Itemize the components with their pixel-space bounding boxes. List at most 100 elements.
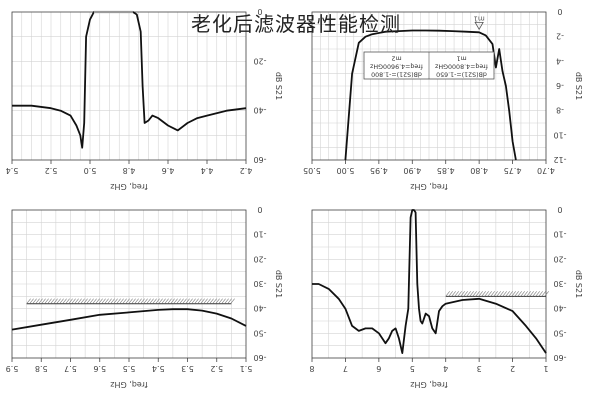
spec-limit-hatch xyxy=(490,291,495,297)
spec-limit-hatch xyxy=(538,291,543,297)
spec-limit-hatch xyxy=(35,298,40,304)
spec-limit-hatch xyxy=(529,291,534,297)
x-tick-label: 6 xyxy=(376,364,381,373)
spec-limit-hatch xyxy=(203,298,208,304)
spec-limit-hatch xyxy=(227,298,232,304)
spec-limit-hatch xyxy=(526,291,531,297)
marker-label: m1 xyxy=(474,14,485,22)
y-tick-label: -10 xyxy=(553,230,566,239)
spec-limit-hatch xyxy=(68,298,73,304)
spec-limit-hatch xyxy=(514,291,519,297)
spec-limit-hatch xyxy=(89,298,94,304)
x-axis-label: freq, GHz xyxy=(410,182,447,191)
y-tick-label: 0 xyxy=(257,7,262,16)
spec-limit-hatch xyxy=(517,291,522,297)
y-tick-label: -40 xyxy=(253,106,266,115)
spec-limit-hatch xyxy=(197,298,202,304)
x-tick-label: 5.8 xyxy=(35,364,48,373)
spec-limit-hatch xyxy=(44,298,49,304)
spec-limit-hatch xyxy=(520,291,525,297)
spec-limit-hatch xyxy=(107,298,112,304)
x-tick-label: 2 xyxy=(510,364,515,373)
spec-limit-hatch xyxy=(463,291,468,297)
y-tick-label: -12 xyxy=(553,155,566,164)
spec-limit-hatch xyxy=(71,298,76,304)
spec-limit-hatch xyxy=(98,298,103,304)
x-tick-label: 5.00 xyxy=(337,166,355,175)
y-tick-label: -4 xyxy=(556,56,564,65)
x-tick-label: 4.75 xyxy=(504,166,522,175)
spec-limit-hatch xyxy=(104,298,109,304)
marker-info-text: freq=4.9600GHz xyxy=(369,63,422,70)
y-tick-label: -60 xyxy=(253,155,266,164)
x-tick-label: 5.7 xyxy=(64,364,77,373)
spec-limit-hatch xyxy=(221,298,226,304)
spec-limit-hatch xyxy=(122,298,127,304)
y-tick-label: -10 xyxy=(553,130,566,139)
spec-limit-hatch xyxy=(164,298,169,304)
spec-limit-hatch xyxy=(59,298,64,304)
x-tick-label: 4.80 xyxy=(470,166,488,175)
spec-limit-hatch xyxy=(62,298,67,304)
spec-limit-hatch xyxy=(502,291,507,297)
x-tick-label: 1 xyxy=(543,364,548,373)
spec-limit-hatch xyxy=(131,298,136,304)
x-tick-label: 4.85 xyxy=(437,166,455,175)
spec-limit-hatch xyxy=(95,298,100,304)
spec-limit-hatch xyxy=(32,298,37,304)
y-tick-label: -20 xyxy=(553,254,566,263)
spec-limit-hatch xyxy=(212,298,217,304)
x-tick-label: 4.4 xyxy=(201,166,214,175)
x-tick-label: 5 xyxy=(410,364,415,373)
spec-limit-hatch xyxy=(532,291,537,297)
spec-limit-hatch xyxy=(182,298,187,304)
series-line xyxy=(344,29,517,161)
spec-limit-hatch xyxy=(152,298,157,304)
spec-limit-hatch xyxy=(188,298,193,304)
spec-limit-hatch xyxy=(170,298,175,304)
y-tick-label: -8 xyxy=(556,106,564,115)
spec-limit-hatch xyxy=(101,298,106,304)
spec-limit-hatch xyxy=(119,298,124,304)
spec-limit-hatch xyxy=(454,291,459,297)
x-tick-label: 5.0 xyxy=(84,166,97,175)
spec-limit-hatch xyxy=(74,298,79,304)
x-axis-label: freq, GHz xyxy=(110,380,147,389)
x-axis-label: freq, GHz xyxy=(410,380,447,389)
spec-limit-hatch xyxy=(125,298,130,304)
marker-info-text: dB(S21)=-1.650 xyxy=(436,71,487,78)
spec-limit-hatch xyxy=(38,298,43,304)
spec-limit-hatch xyxy=(143,298,148,304)
spec-limit-hatch xyxy=(460,291,465,297)
y-tick-label: -30 xyxy=(253,279,266,288)
spec-limit-hatch xyxy=(26,298,31,304)
y-tick-label: -40 xyxy=(553,304,566,313)
y-axis-label: dB S21 xyxy=(274,72,283,100)
x-tick-label: 5.9 xyxy=(6,364,19,373)
spec-limit-hatch xyxy=(535,291,540,297)
chart-top-left: 5.4 5.2 5.0 4.8 4.6 4.4 4.2 0 -20 -40 -60 freq, GHz… xyxy=(6,7,283,191)
spec-limit-hatch xyxy=(173,298,178,304)
spec-limit-hatch xyxy=(493,291,498,297)
spec-limit-hatch xyxy=(83,298,88,304)
spec-limit-hatch xyxy=(161,298,166,304)
spec-limit-hatch xyxy=(496,291,501,297)
spec-limit-hatch xyxy=(451,291,456,297)
x-tick-label: 5.1 xyxy=(240,364,253,373)
marker-triangle xyxy=(474,21,484,31)
spec-limit-hatch xyxy=(209,298,214,304)
y-tick-label: 0 xyxy=(257,205,262,214)
spec-limit-hatch xyxy=(80,298,85,304)
chart-bottom-left: 5.9 5.8 5.7 5.6 5.5 5.4 5.3 5.2 5.1 0 -10 -20 -30 -40… xyxy=(6,205,283,389)
spec-limit-hatch xyxy=(137,298,142,304)
marker-info-text: freq=4.8000GHz xyxy=(434,63,487,70)
y-tick-label: -30 xyxy=(553,279,566,288)
x-tick-label: 8 xyxy=(309,364,314,373)
spec-limit-hatch xyxy=(448,291,453,297)
y-tick-label: -2 xyxy=(556,32,564,41)
spec-limit-hatch xyxy=(128,298,133,304)
spec-limit-hatch xyxy=(191,298,196,304)
spec-limit-hatch xyxy=(206,298,211,304)
x-tick-label: 5.3 xyxy=(181,364,194,373)
